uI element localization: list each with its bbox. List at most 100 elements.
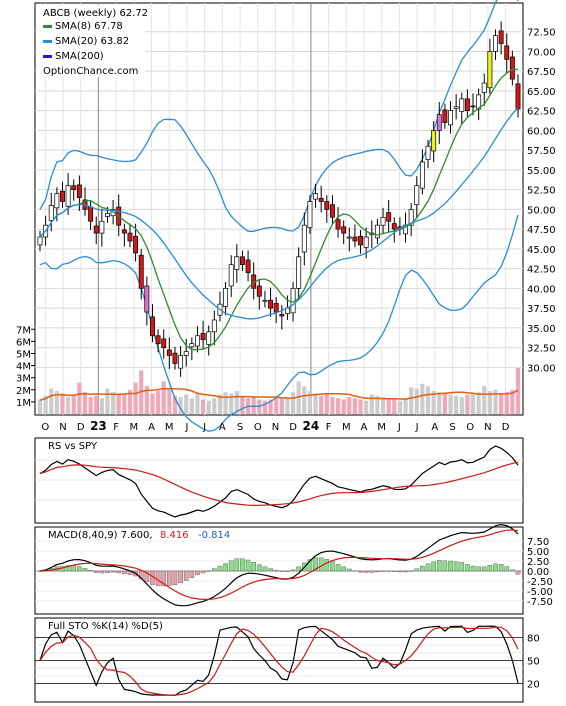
volume-bar: [442, 393, 448, 414]
candle-body: [48, 205, 54, 221]
macd-tick-label: 5.00: [527, 547, 549, 558]
candle-body: [228, 264, 234, 287]
month-label: M: [342, 422, 351, 433]
candle-body: [178, 355, 184, 369]
macd-histogram-bar: [217, 565, 223, 572]
macd-title: MACD(8,40,9) 7.600,: [48, 530, 153, 541]
volume-bar: [150, 393, 155, 414]
price-tick-label: 45.00: [527, 245, 556, 256]
macd-histogram-bar: [99, 570, 105, 574]
volume-bar: [54, 391, 59, 414]
macd-histogram-bar: [290, 569, 296, 572]
macd-tick-label: 7.50: [527, 537, 549, 548]
month-label: O: [41, 422, 49, 433]
volume-bar: [88, 397, 93, 414]
month-label: M: [377, 422, 386, 433]
volume-bar: [437, 392, 442, 414]
volume-bar: [37, 399, 43, 414]
volume-bar: [380, 397, 386, 414]
month-label: J: [184, 422, 188, 433]
candle-body: [183, 351, 189, 356]
macd-histogram-bar: [223, 563, 228, 572]
macd-histogram-bar: [234, 558, 240, 572]
stoch-tick-label: 80: [527, 633, 540, 644]
candle-body: [234, 256, 240, 270]
macd-histogram-bar: [122, 570, 127, 575]
candle-body: [358, 235, 363, 246]
stoch-axis: 80 50 20: [527, 633, 540, 690]
candle-body: [324, 201, 330, 210]
candle-body: [65, 185, 71, 207]
volume-average-line: [39, 387, 519, 401]
macd-histogram-bar: [178, 570, 183, 584]
macd-histogram-bar: [498, 564, 504, 572]
volume-bar: [251, 397, 256, 414]
macd-histogram-bar: [465, 564, 470, 572]
volume-bar: [313, 393, 318, 414]
rs-lines: [39, 445, 519, 518]
macd-axis: 7.505.002.500.00-2.50-5.00-7.50: [527, 537, 553, 608]
macd-histogram-bar: [324, 559, 330, 572]
volume-tick-label: 6M: [16, 337, 31, 348]
candle-body: [172, 352, 178, 364]
volume-bar: [167, 389, 172, 414]
macd-histogram-bar: [318, 557, 324, 572]
candle-body: [431, 130, 437, 152]
month-label: S: [449, 422, 455, 433]
macd-histogram-bar: [476, 566, 481, 572]
candle-body: [88, 206, 94, 222]
candle-body: [307, 201, 313, 228]
volume-tick-label: 1M: [16, 398, 31, 409]
macd-histogram-bar: [296, 566, 301, 572]
macd-histogram-bar: [425, 563, 431, 572]
candle-body: [206, 331, 212, 345]
candle-body: [133, 235, 139, 254]
sma8-line: [39, 68, 519, 351]
month-label: A: [219, 422, 226, 433]
macd-histogram-bar: [206, 570, 212, 572]
price-tick-label: 32.50: [527, 344, 556, 355]
volume-bar: [454, 395, 459, 414]
volume-bar: [347, 397, 352, 414]
volume-bar: [212, 398, 217, 414]
month-axis: O N D 23 F M A M J J A S O N D 24 F M A M J J A S O N D: [41, 419, 509, 433]
rs-title: RS vs SPY: [48, 441, 98, 452]
macd-histogram-bar: [436, 560, 442, 572]
volume-bar: [229, 393, 234, 414]
macd-value-2: -0.814: [198, 530, 230, 541]
macd-histogram-bar: [245, 559, 251, 572]
volume-bar: [324, 394, 329, 414]
candle-body: [476, 94, 482, 110]
candle-body: [481, 82, 487, 93]
candle-body: [211, 319, 217, 333]
macd-histogram-bar: [200, 570, 206, 574]
rs-line: [39, 445, 519, 518]
rs-grid: [35, 459, 523, 501]
volume-bar: [105, 388, 110, 414]
candle-body: [380, 216, 386, 226]
macd-histogram-bar: [251, 562, 257, 572]
price-tick-label: 35.00: [527, 324, 556, 335]
volume-bar: [262, 400, 268, 414]
price-tick-label: 60.00: [527, 126, 556, 137]
volume-bar: [60, 393, 65, 414]
volume-bar: [425, 386, 431, 414]
macd-histogram-bar: [167, 570, 172, 586]
volume-bar: [420, 383, 425, 414]
legend-label: SMA(200): [55, 51, 104, 62]
volume-bar: [482, 386, 487, 414]
volume-bar: [43, 395, 48, 414]
macd-histogram-bar: [403, 570, 408, 573]
price-tick-label: 47.50: [527, 225, 556, 236]
volume-bar: [431, 391, 436, 414]
candle-body: [99, 220, 105, 234]
macd-histogram-bar: [268, 568, 273, 572]
volume-bar: [459, 397, 464, 414]
volume-bar: [307, 391, 313, 414]
macd-histogram-bar: [330, 561, 335, 572]
volume-bar: [99, 398, 104, 414]
volume-bar: [414, 388, 419, 414]
macd-histogram-bar: [431, 561, 436, 572]
candle-body: [448, 110, 453, 126]
macd-histogram-bar: [88, 570, 93, 572]
